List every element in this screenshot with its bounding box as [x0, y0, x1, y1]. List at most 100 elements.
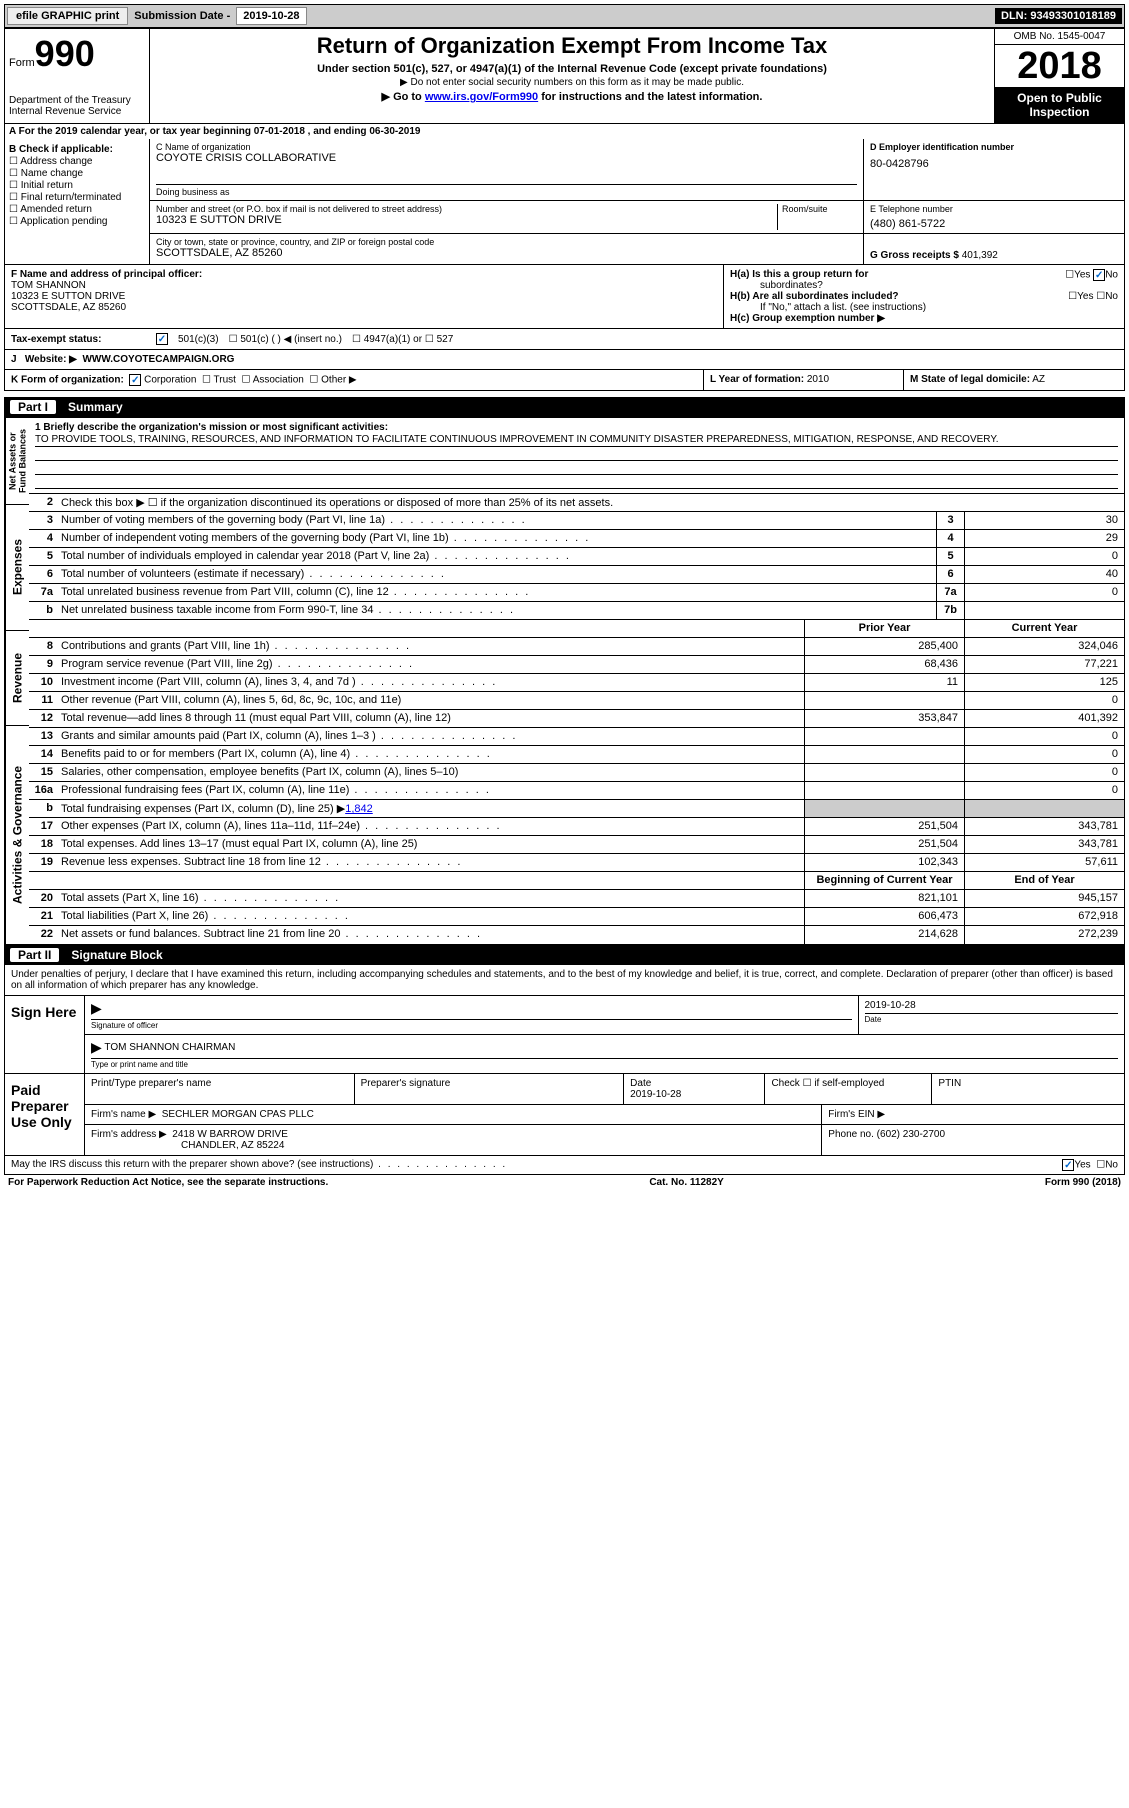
ha-no-check[interactable]: ✓ — [1093, 269, 1105, 281]
ln21-cy: 672,918 — [964, 908, 1124, 925]
firm-name-label: Firm's name ▶ — [91, 1109, 156, 1120]
officer-signed-name: TOM SHANNON CHAIRMAN — [104, 1042, 235, 1053]
mission-blank3 — [35, 475, 1118, 489]
self-employed-check[interactable]: Check ☐ if self-employed — [765, 1074, 932, 1104]
m-state-label: M State of legal domicile: — [910, 374, 1030, 385]
ln19-desc: Revenue less expenses. Subtract line 18 … — [57, 854, 804, 871]
boc-hdr: Beginning of Current Year — [804, 872, 964, 889]
ln13-desc: Grants and similar amounts paid (Part IX… — [57, 728, 804, 745]
dln-value: DLN: 93493301018189 — [995, 8, 1122, 24]
officer-block: F Name and address of principal officer:… — [4, 265, 1125, 329]
ln8-desc: Contributions and grants (Part VIII, lin… — [57, 638, 804, 655]
form-header: Form990 Department of the Treasury Inter… — [4, 28, 1125, 124]
part1-title: Summary — [68, 400, 123, 414]
officer-addr1: 10323 E SUTTON DRIVE — [11, 291, 717, 302]
opt-501c: 501(c) ( ) ◀ (insert no.) — [240, 334, 342, 345]
ln11-desc: Other revenue (Part VIII, column (A), li… — [57, 692, 804, 709]
officer-addr2: SCOTTSDALE, AZ 85260 — [11, 302, 717, 313]
fundraising-link[interactable]: 1,842 — [345, 803, 373, 815]
chk-corporation[interactable]: ✓ — [129, 374, 141, 386]
firm-name-value: SECHLER MORGAN CPAS PLLC — [162, 1109, 314, 1120]
goto-suffix: for instructions and the latest informat… — [538, 91, 762, 103]
ln13-num: 13 — [29, 728, 57, 745]
chk-final-return[interactable]: Final return/terminated — [9, 192, 145, 203]
ln8-cy: 324,046 — [964, 638, 1124, 655]
ln6-desc: Total number of volunteers (estimate if … — [57, 566, 936, 583]
ln22-cy: 272,239 — [964, 926, 1124, 944]
ln3-box: 3 — [936, 512, 964, 529]
mission-section: 1 Briefly describe the organization's mi… — [29, 418, 1124, 494]
ln9-num: 9 — [29, 656, 57, 673]
chk-initial-return[interactable]: Initial return — [9, 180, 145, 191]
ln16b-num: b — [29, 800, 57, 817]
hb-note: If "No," attach a list. (see instruction… — [730, 302, 1118, 313]
dba-label: Doing business as — [156, 184, 857, 197]
ln17-py: 251,504 — [804, 818, 964, 835]
opt-assoc: Association — [253, 375, 304, 386]
top-toolbar: efile GRAPHIC print Submission Date - 20… — [4, 4, 1125, 28]
sign-here-label: Sign Here — [5, 996, 85, 1073]
ln7b-box: 7b — [936, 602, 964, 619]
opt-trust: Trust — [214, 375, 236, 386]
tab-revenue: Revenue — [6, 631, 29, 726]
chk-name-change[interactable]: Name change — [9, 168, 145, 179]
discuss-no: No — [1105, 1160, 1118, 1171]
tab-expenses: Expenses — [6, 505, 29, 631]
firm-phone-value: (602) 230-2700 — [877, 1129, 945, 1140]
ln21-py: 606,473 — [804, 908, 964, 925]
footer-mid: Cat. No. 11282Y — [649, 1177, 723, 1188]
ln16a-num: 16a — [29, 782, 57, 799]
ln5-desc: Total number of individuals employed in … — [57, 548, 936, 565]
firm-addr-label: Firm's address ▶ — [91, 1129, 167, 1140]
hb-label: H(b) Are all subordinates included? — [730, 291, 899, 302]
ln5-num: 5 — [29, 548, 57, 565]
g-gross-label: G Gross receipts $ — [870, 250, 959, 261]
discuss-yes: Yes — [1074, 1160, 1090, 1171]
ln16b-desc: Total fundraising expenses (Part IX, col… — [57, 800, 804, 817]
ln9-desc: Program service revenue (Part VIII, line… — [57, 656, 804, 673]
ln11-py — [804, 692, 964, 709]
ln6-box: 6 — [936, 566, 964, 583]
paid-preparer-label: Paid Preparer Use Only — [5, 1074, 85, 1155]
ln4-val: 29 — [964, 530, 1124, 547]
ha-sub: subordinates? — [730, 280, 1118, 291]
chk-app-pending[interactable]: Application pending — [9, 216, 145, 227]
line1-question: 1 Briefly describe the organization's mi… — [35, 422, 1118, 433]
ln9-py: 68,436 — [804, 656, 964, 673]
k-label: K Form of organization: — [11, 375, 124, 386]
ln7b-num: b — [29, 602, 57, 619]
irs-link[interactable]: www.irs.gov/Form990 — [425, 91, 538, 103]
eoy-hdr: End of Year — [964, 872, 1124, 889]
ln4-desc: Number of independent voting members of … — [57, 530, 936, 547]
chk-amended[interactable]: Amended return — [9, 204, 145, 215]
ln19-py: 102,343 — [804, 854, 964, 871]
hb-yes: Yes — [1077, 291, 1093, 302]
ln10-desc: Investment income (Part VIII, column (A)… — [57, 674, 804, 691]
l-year-label: L Year of formation: — [710, 374, 804, 385]
ln7b-desc: Net unrelated business taxable income fr… — [57, 602, 936, 619]
irs-label: Internal Revenue Service — [9, 106, 145, 117]
efile-print-button[interactable]: efile GRAPHIC print — [7, 7, 128, 25]
chk-address-change[interactable]: Address change — [9, 156, 145, 167]
footer-left: For Paperwork Reduction Act Notice, see … — [8, 1177, 328, 1188]
ln12-num: 12 — [29, 710, 57, 727]
room-suite-label: Room/suite — [777, 204, 857, 230]
discuss-yes-check[interactable]: ✓ — [1062, 1159, 1074, 1171]
side-tabs: Activities & Governance Revenue Expenses… — [5, 418, 29, 944]
ln3-desc: Number of voting members of the governin… — [57, 512, 936, 529]
ln2-desc: Check this box ▶ ☐ if the organization d… — [57, 494, 1124, 511]
part2-header: Part II Signature Block — [4, 945, 1125, 965]
ln4-box: 4 — [936, 530, 964, 547]
chk-501c3[interactable]: ✓ — [156, 333, 168, 345]
ln22-py: 214,628 — [804, 926, 964, 944]
ln3-val: 30 — [964, 512, 1124, 529]
website-label: Website: ▶ — [25, 354, 77, 365]
ln13-py — [804, 728, 964, 745]
prep-date-value: 2019-10-28 — [630, 1089, 681, 1100]
gross-receipts-value: 401,392 — [962, 250, 998, 261]
part2-num: Part II — [10, 948, 59, 962]
open-to-public: Open to Public Inspection — [995, 87, 1124, 123]
submission-label: Submission Date - — [134, 10, 230, 22]
ln16b-cy — [964, 800, 1124, 817]
e-phone-label: E Telephone number — [870, 204, 1118, 214]
